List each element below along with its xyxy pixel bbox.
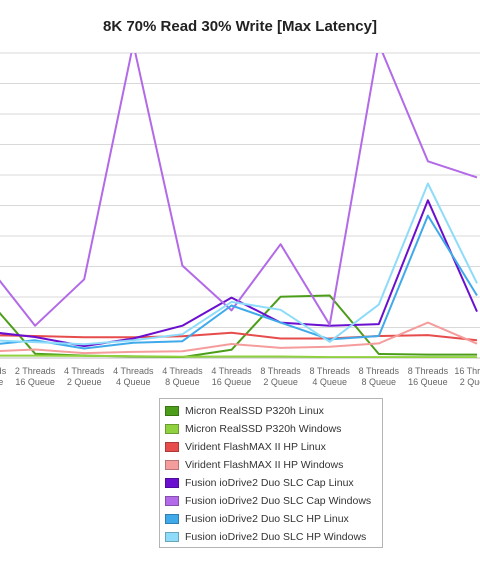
- legend-item: Fusion ioDrive2 Duo SLC HP Windows: [165, 528, 382, 546]
- legend-label: Fusion ioDrive2 Duo SLC Cap Linux: [185, 477, 354, 489]
- x-tick-label: 4 Threads 4 Queue: [113, 366, 154, 387]
- legend-label: Fusion ioDrive2 Duo SLC Cap Windows: [185, 495, 372, 507]
- series-line: [0, 182, 478, 346]
- x-tick-label: 8 Threads 8 Queue: [359, 366, 400, 387]
- x-tick-label: 2 Threads 16 Queue: [15, 366, 56, 387]
- legend-item: Micron RealSSD P320h Windows: [165, 420, 382, 438]
- legend-item: Virident FlashMAX II HP Windows: [165, 456, 382, 474]
- legend-label: Fusion ioDrive2 Duo SLC HP Windows: [185, 531, 367, 543]
- x-tick-label: 4 Threads 16 Queue: [211, 366, 252, 387]
- legend-label: Fusion ioDrive2 Duo SLC HP Linux: [185, 513, 349, 525]
- legend-swatch: [165, 424, 179, 434]
- series-line: [0, 294, 477, 358]
- series-line: [0, 354, 477, 358]
- legend-label: Virident FlashMAX II HP Linux: [185, 441, 326, 453]
- x-tick-label: 8 Threads 2 Queue: [260, 366, 301, 387]
- x-tick-label: 8 Threads 4 Queue: [310, 366, 351, 387]
- legend-item: Fusion ioDrive2 Duo SLC Cap Windows: [165, 492, 382, 510]
- legend-swatch: [165, 406, 179, 416]
- legend-label: Micron RealSSD P320h Windows: [185, 423, 342, 435]
- series-line: [0, 321, 478, 355]
- series-line: [0, 331, 478, 342]
- legend-swatch: [165, 514, 179, 524]
- chart-title: 8K 70% Read 30% Write [Max Latency]: [103, 18, 377, 35]
- legend-label: Virident FlashMAX II HP Windows: [185, 459, 344, 471]
- legend: Micron RealSSD P320h Linux Micron RealSSD…: [159, 398, 383, 548]
- x-tick-label: 8 Threads 16 Queue: [408, 366, 449, 387]
- legend-swatch: [165, 532, 179, 542]
- grid-lines: [0, 52, 480, 359]
- legend-swatch: [165, 496, 179, 506]
- legend-swatch: [165, 478, 179, 488]
- legend-label: Micron RealSSD P320h Linux: [185, 405, 324, 417]
- legend-item: Virident FlashMAX II HP Linux: [165, 438, 382, 456]
- legend-item: Fusion ioDrive2 Duo SLC HP Linux: [165, 510, 382, 528]
- series-line: [0, 214, 478, 350]
- legend-swatch: [165, 460, 179, 470]
- series-lines: [0, 53, 478, 358]
- series-line: [0, 53, 478, 327]
- legend-item: Fusion ioDrive2 Duo SLC Cap Linux: [165, 474, 382, 492]
- x-tick-label: 4 Threads 2 Queue: [64, 366, 105, 387]
- legend-item: Micron RealSSD P320h Linux: [165, 402, 382, 420]
- legend-swatch: [165, 442, 179, 452]
- x-tick-label: 4 Threads 8 Queue: [162, 366, 203, 387]
